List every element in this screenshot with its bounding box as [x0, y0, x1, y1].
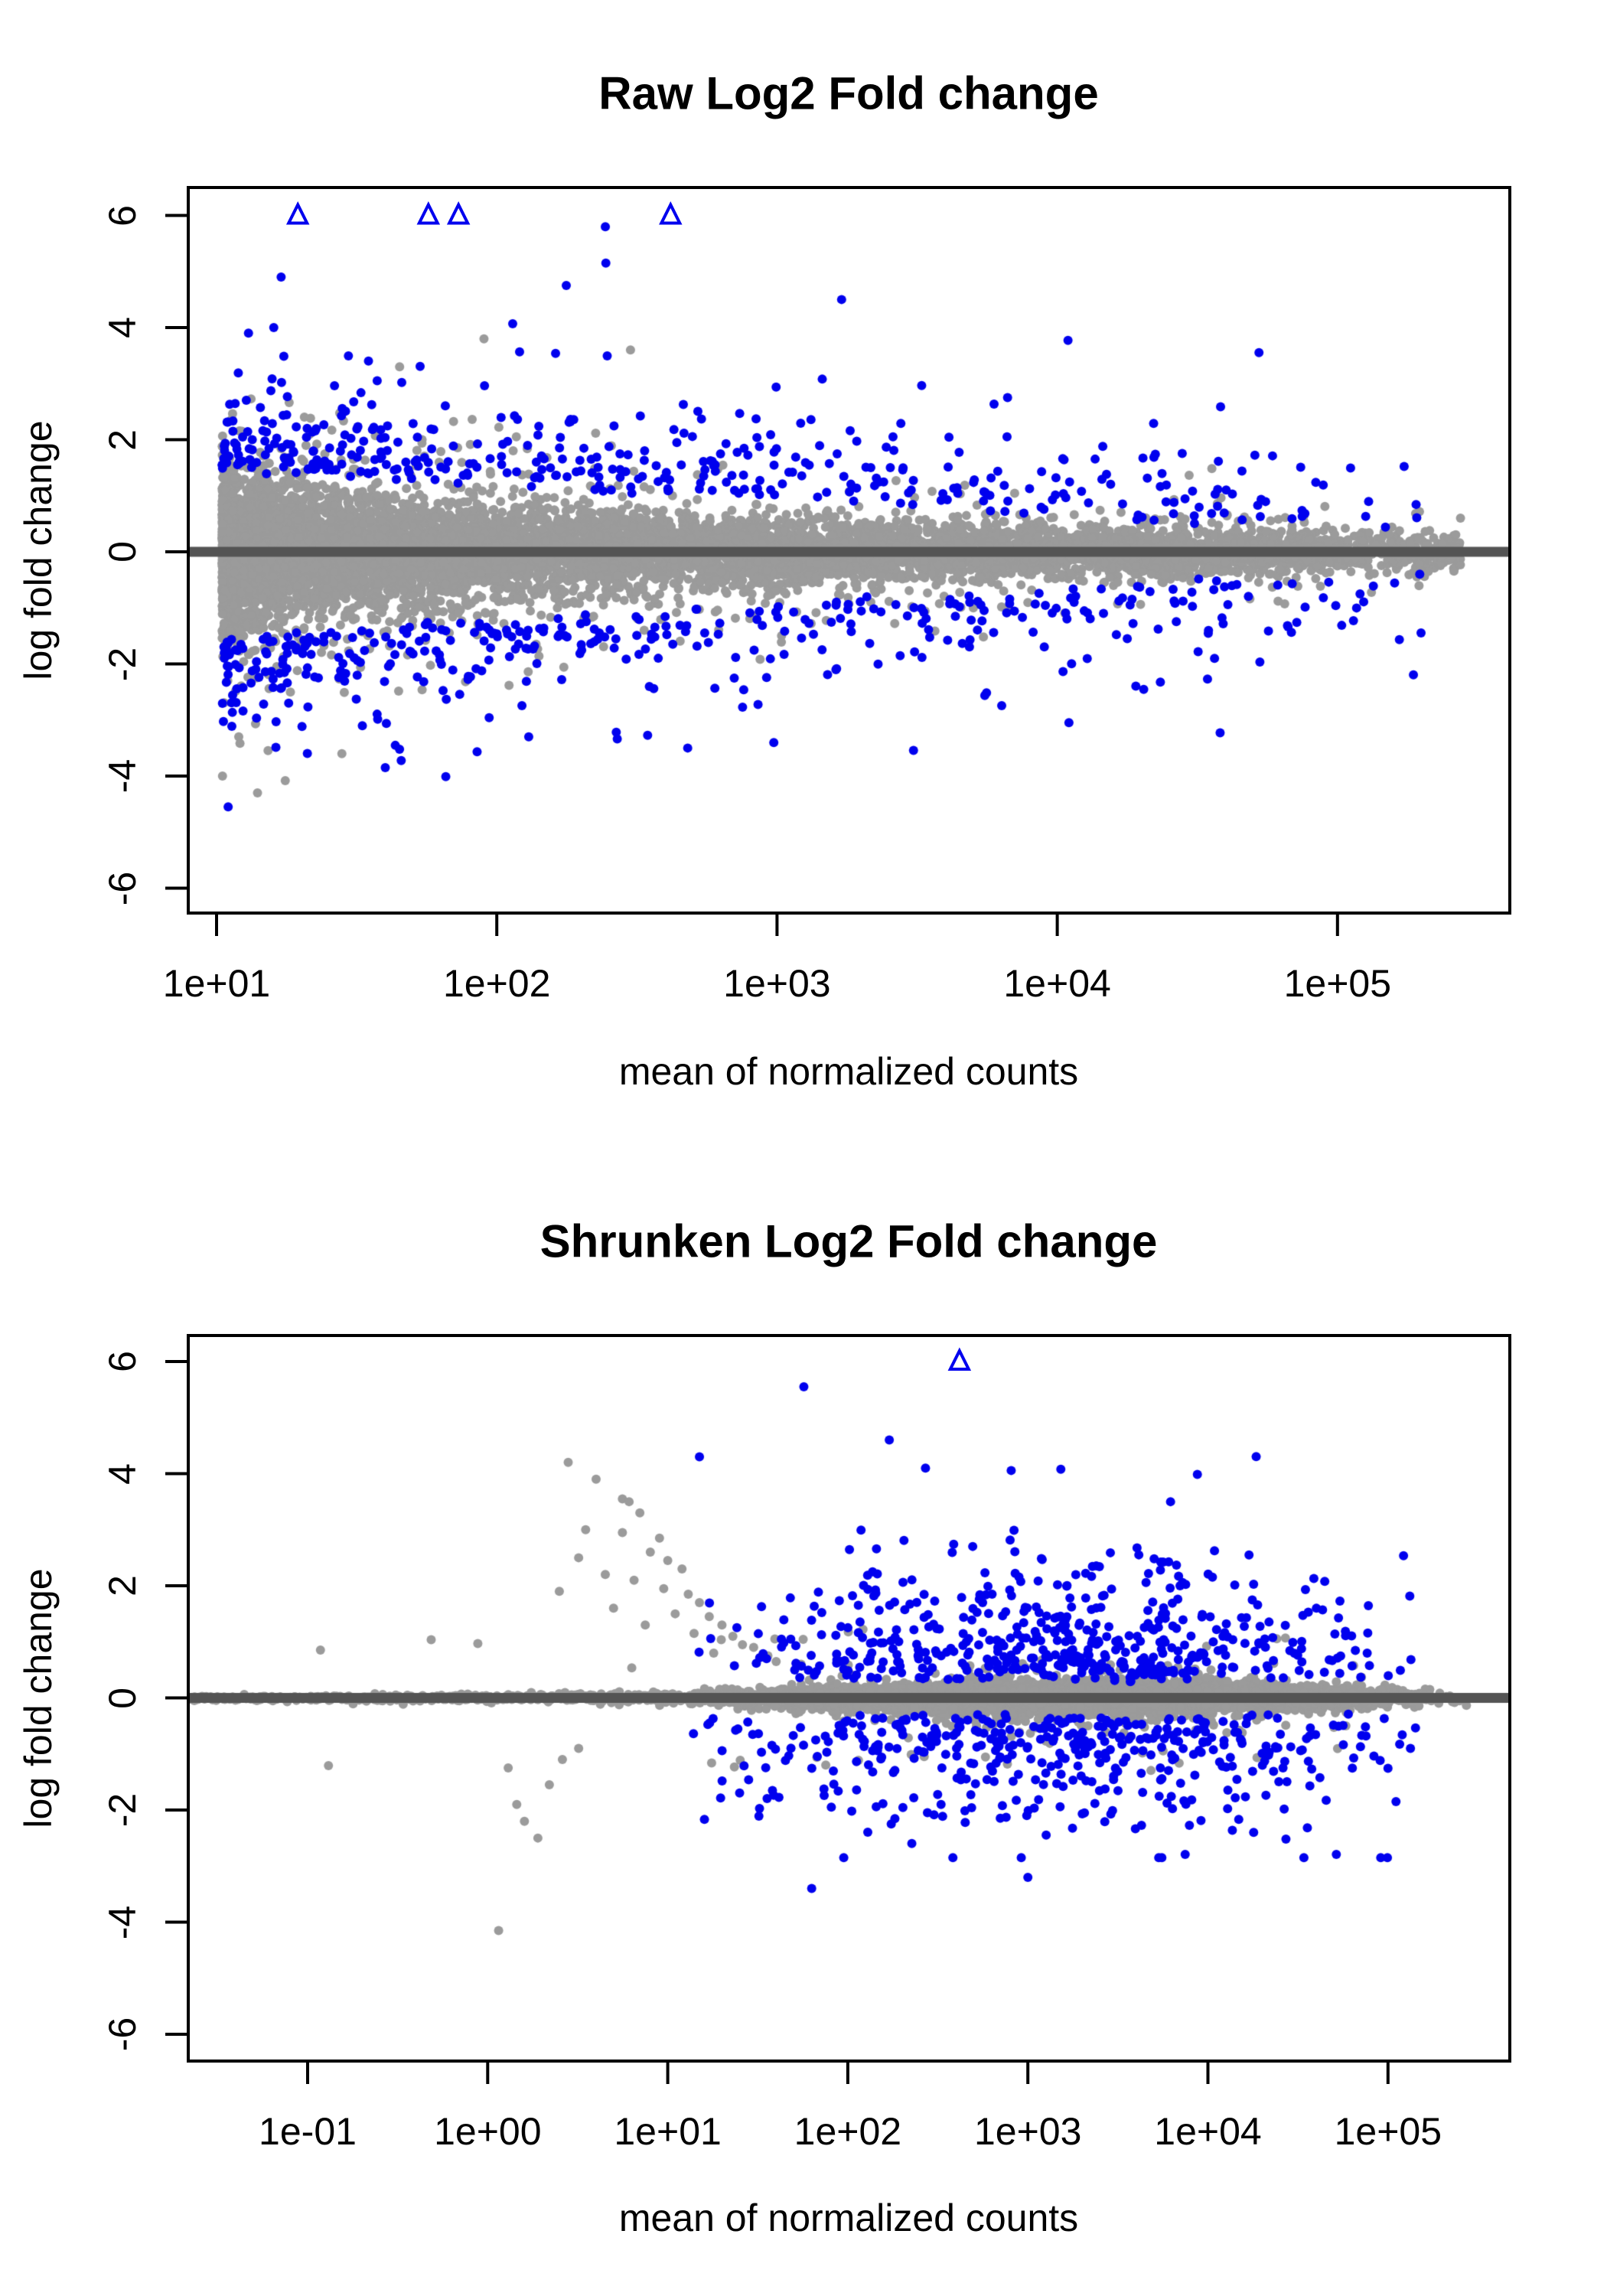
- x-tick-label: 1e+02: [442, 962, 551, 1005]
- y-tick-label: -6: [101, 2017, 144, 2052]
- y-tick-label: 4: [101, 317, 144, 338]
- clipped-point-triangle-icon: [446, 201, 471, 225]
- x-tick-label: 1e+05: [1334, 2110, 1442, 2153]
- x-tick-label: 1e+04: [1003, 962, 1111, 1005]
- y-tick-label: 2: [101, 1575, 144, 1596]
- y-tick-label: -4: [101, 1905, 144, 1939]
- x-tick-label: 1e+05: [1283, 962, 1392, 1005]
- x-tick-label: 1e+02: [794, 2110, 902, 2153]
- clipped-point-triangle-icon: [947, 1347, 972, 1371]
- y-tick-label: 0: [101, 541, 144, 563]
- y-tick-label: 4: [101, 1463, 144, 1485]
- clipped-point-triangle-icon: [659, 201, 683, 225]
- y-tick-label: -2: [101, 1792, 144, 1828]
- x-tick-label: 1e+03: [973, 2110, 1082, 2153]
- x-tick-label: 1e-01: [259, 2110, 357, 2153]
- plot-frame: [187, 1334, 1511, 2063]
- y-tick-label: 6: [101, 204, 144, 227]
- y-tick-label: -6: [101, 871, 144, 905]
- plot1-title: Raw Log2 Fold change: [598, 67, 1099, 119]
- plot2-x-axis-title: mean of normalized counts: [618, 2197, 1079, 2239]
- y-tick-label: 0: [101, 1687, 144, 1709]
- clipped-point-triangle-icon: [416, 201, 441, 225]
- y-tick-label: 6: [101, 1351, 144, 1372]
- x-tick-label: 1e+00: [434, 2110, 542, 2153]
- y-tick-label: 2: [101, 429, 144, 451]
- x-tick-label: 1e+01: [614, 2110, 722, 2153]
- plot1-x-axis-title: mean of normalized counts: [618, 1050, 1079, 1093]
- x-tick-label: 1e+04: [1154, 2110, 1262, 2153]
- plot2-y-axis-title: log fold change: [17, 1568, 60, 1828]
- clipped-point-triangle-icon: [285, 201, 310, 225]
- y-tick-label: -2: [101, 647, 144, 681]
- y-tick-label: -4: [101, 758, 144, 794]
- x-tick-label: 1e+01: [162, 962, 271, 1005]
- plot2-title: Shrunken Log2 Fold change: [539, 1215, 1158, 1267]
- x-tick-label: 1e+03: [723, 962, 831, 1005]
- plot-frame: [187, 186, 1511, 915]
- plot1-y-axis-title: log fold change: [17, 420, 60, 680]
